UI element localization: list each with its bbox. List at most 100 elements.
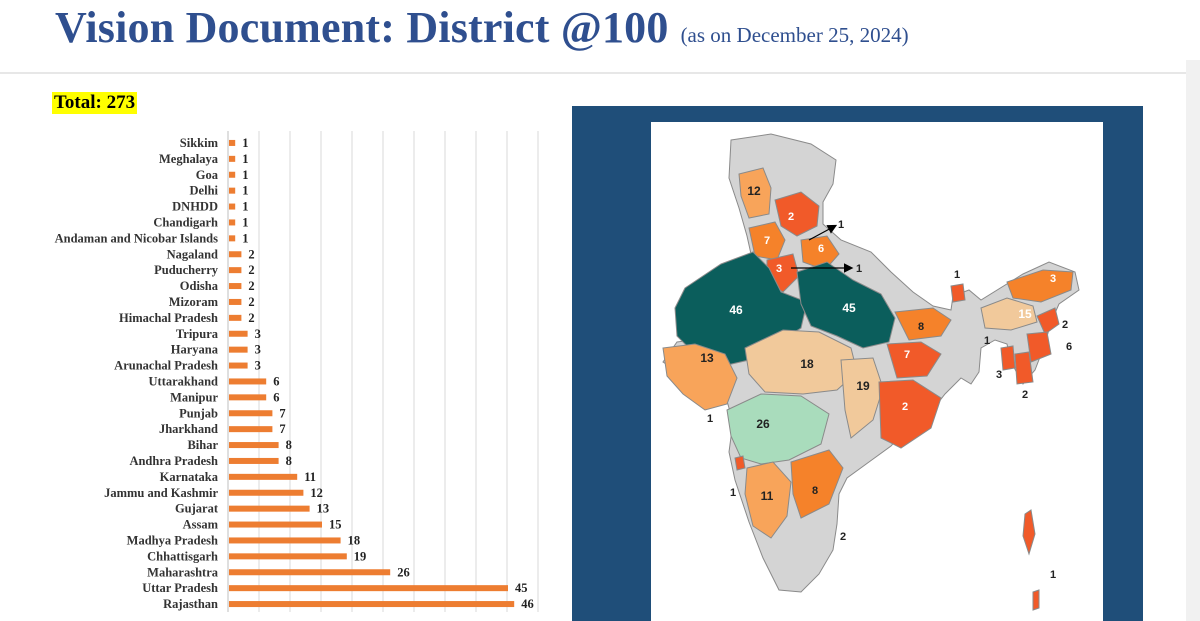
- data-label: 46: [521, 597, 534, 611]
- bar: [229, 585, 508, 592]
- page-subtitle: (as on December 25, 2024): [680, 23, 909, 47]
- map-label-nagaland: 2: [1062, 319, 1068, 331]
- bar: [229, 283, 242, 290]
- category-label: Delhi: [190, 184, 219, 198]
- map-label-goa: 1: [730, 487, 736, 499]
- bar: [229, 251, 242, 258]
- bar: [229, 378, 267, 385]
- map-label-uttarakhand: 6: [818, 243, 824, 255]
- category-label: Karnataka: [160, 470, 219, 484]
- data-label: 15: [329, 518, 342, 532]
- region-dnhdd: [734, 455, 746, 471]
- bar: [229, 473, 298, 480]
- map-label-rajasthan: 46: [729, 303, 743, 317]
- category-label: Haryana: [171, 343, 219, 357]
- bar: [229, 457, 279, 464]
- map-label-bihar: 8: [918, 321, 924, 333]
- page-header: Vision Document: District @100 (as on De…: [55, 2, 909, 53]
- category-label: Himachal Pradesh: [119, 311, 218, 325]
- data-label: 8: [286, 438, 292, 452]
- data-label: 2: [248, 263, 254, 277]
- bar: [229, 139, 236, 146]
- map-label-chhattisgarh: 19: [856, 379, 870, 393]
- data-label: 13: [317, 502, 330, 516]
- data-label: 1: [242, 215, 248, 229]
- data-label: 2: [248, 279, 254, 293]
- data-label: 3: [255, 327, 261, 341]
- bar: [229, 553, 347, 560]
- page-edge: [1186, 60, 1200, 621]
- map-label-chandigarh-callout: 1: [838, 219, 844, 231]
- bar: [229, 267, 242, 274]
- map-panel: 12 2 1 7 6 3 1 1 3 46 45 15 2 6 1 8 7 13 18 3 2 19 2 1 26 1 11 8 2 1: [572, 106, 1143, 621]
- region-assam: [980, 297, 1038, 331]
- bar: [229, 505, 310, 512]
- region-uttarakhand: [800, 235, 840, 271]
- map-label-sikkim: 1: [954, 269, 960, 281]
- region-maharashtra: [726, 393, 830, 465]
- bar: [229, 203, 236, 210]
- map-label-arunachal-pradesh: 3: [1050, 273, 1056, 285]
- category-label: Manipur: [170, 390, 218, 404]
- bar: [229, 171, 236, 178]
- map-label-jammu-kashmir: 12: [747, 184, 761, 198]
- map-label-punjab: 7: [764, 235, 770, 247]
- total-badge: Total: 273: [52, 92, 138, 114]
- category-label: Arunachal Pradesh: [114, 359, 218, 373]
- bar: [229, 426, 273, 433]
- data-label: 1: [242, 231, 248, 245]
- bar: [229, 155, 236, 162]
- region-mizoram: [1014, 351, 1034, 385]
- map-label-mizoram: 2: [1022, 389, 1028, 401]
- category-label: Puducherry: [154, 263, 219, 277]
- data-label: 11: [304, 470, 316, 484]
- region-chhattisgarh: [840, 357, 884, 439]
- map-label-himachal-pradesh: 2: [788, 211, 794, 223]
- map-label-assam: 15: [1018, 307, 1032, 321]
- category-label: Meghalaya: [159, 152, 219, 166]
- bar: [229, 537, 341, 544]
- region-uttar-pradesh: [796, 261, 896, 349]
- data-label: 6: [273, 390, 279, 404]
- category-label: Bihar: [187, 438, 218, 452]
- data-label: 1: [242, 184, 248, 198]
- bar: [229, 442, 279, 449]
- map-label-manipur: 6: [1066, 341, 1072, 353]
- bar: [229, 362, 248, 369]
- category-label: Uttarakhand: [149, 374, 219, 388]
- map-label-gujarat: 13: [700, 351, 714, 365]
- category-label: Mizoram: [169, 295, 219, 309]
- category-label: DNHDD: [172, 200, 218, 214]
- category-label: Tripura: [176, 327, 219, 341]
- map-label-andhra-pradesh: 8: [812, 485, 818, 497]
- map-label-jharkhand: 7: [904, 349, 910, 361]
- region-punjab: [748, 221, 786, 261]
- bar: [229, 314, 242, 321]
- data-label: 8: [286, 454, 292, 468]
- bar: [229, 235, 236, 242]
- map-label-uttar-pradesh: 45: [842, 301, 856, 315]
- region-odisha: [878, 379, 942, 449]
- region-nagaland: [1036, 307, 1060, 335]
- category-label: Andhra Pradesh: [129, 454, 218, 468]
- district-bar-chart: Sikkim 1 Meghalaya 1 Goa 1 Delhi 1 DNHDD 1 Chandig…: [55, 131, 539, 612]
- region-bihar: [894, 307, 952, 341]
- category-label: Nagaland: [167, 247, 218, 261]
- category-label: Odisha: [180, 279, 219, 293]
- map-card: 12 2 1 7 6 3 1 1 3 46 45 15 2 6 1 8 7 13 18 3 2 19 2 1 26 1 11 8 2 1: [651, 122, 1103, 621]
- data-label: 7: [279, 422, 285, 436]
- data-label: 12: [310, 486, 323, 500]
- bar: [229, 489, 304, 496]
- data-label: 3: [255, 343, 261, 357]
- region-arunachal-pradesh: [1006, 269, 1074, 303]
- data-label: 1: [242, 168, 248, 182]
- data-label: 1: [242, 136, 248, 150]
- data-label: 7: [279, 406, 285, 420]
- map-label-odisha: 2: [902, 401, 908, 413]
- data-label: 2: [248, 247, 254, 261]
- region-himachal-pradesh: [774, 191, 820, 237]
- map-label-puducherry: 2: [840, 531, 846, 543]
- region-andaman-nicobar: [1022, 509, 1040, 611]
- region-manipur: [1026, 331, 1052, 363]
